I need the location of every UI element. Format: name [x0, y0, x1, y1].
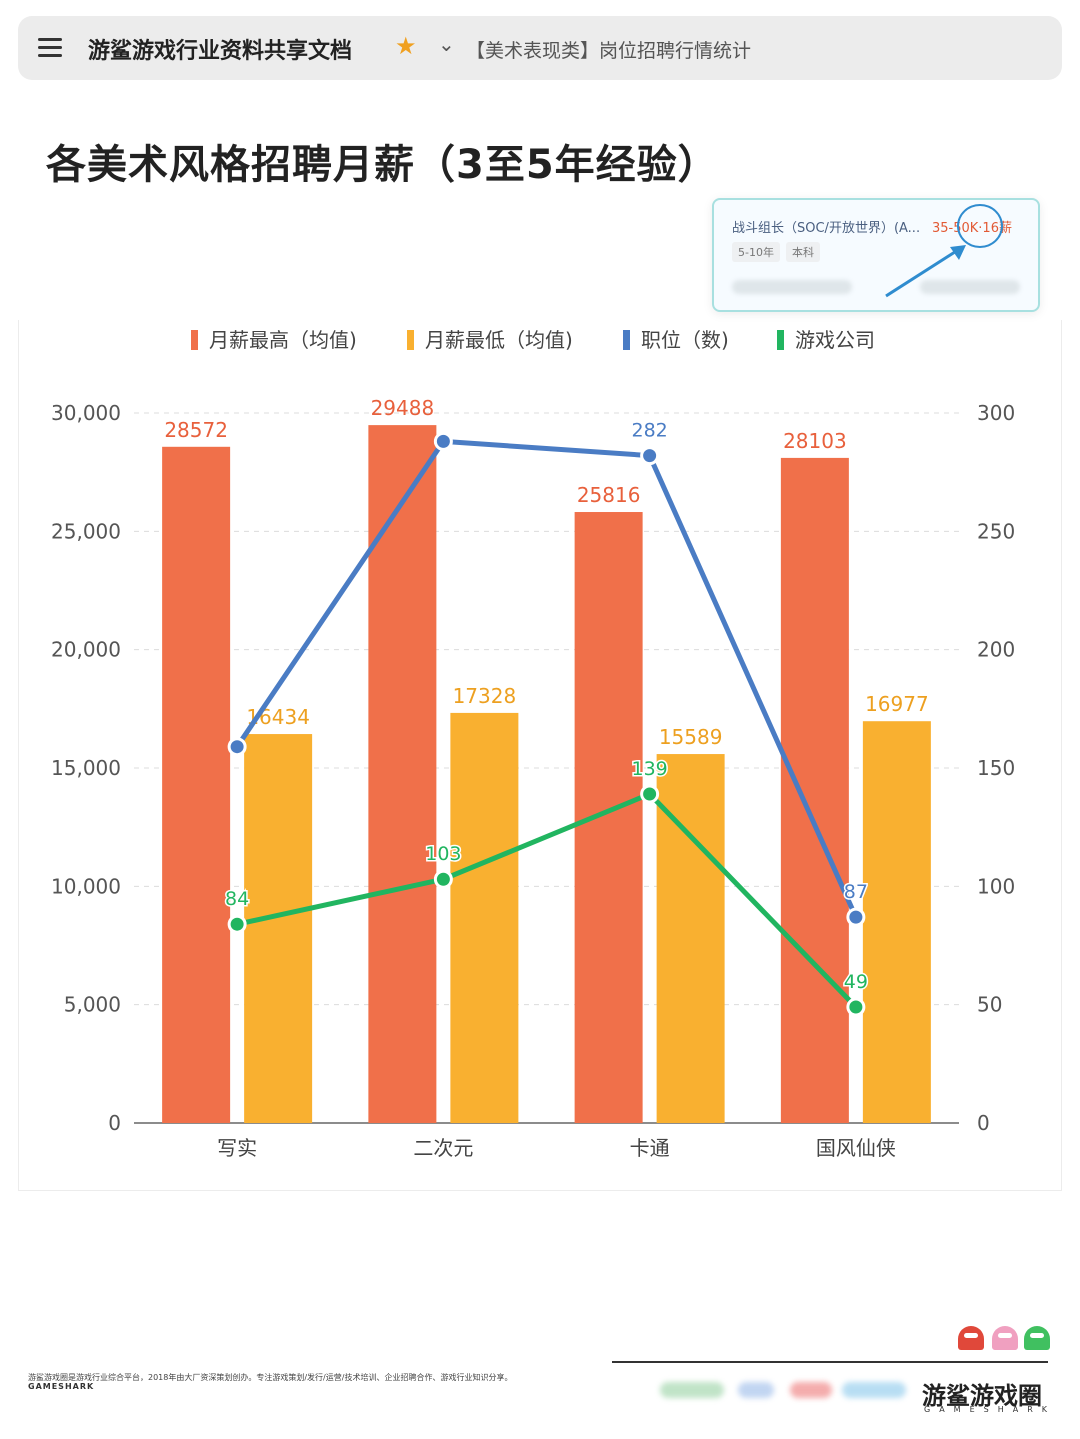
- series-line: [236, 791, 858, 1009]
- legend-swatch: [623, 330, 630, 350]
- legend-label: 月薪最低（均值): [425, 328, 573, 352]
- legend-label: 职位（数): [641, 328, 729, 352]
- legend-label: 月薪最高（均值): [209, 328, 357, 352]
- left-axis-tick-label: 10,000: [51, 874, 121, 898]
- bar: [244, 734, 313, 1123]
- job-tag-experience: 5-10年: [732, 242, 780, 262]
- blurred-text: [732, 280, 852, 294]
- bar-value-label: 29488: [371, 396, 435, 420]
- legend-swatch: [407, 330, 414, 350]
- bar-value-label: 28572: [164, 418, 228, 442]
- bar: [450, 712, 519, 1123]
- star-icon[interactable]: ★: [395, 32, 417, 60]
- right-axis-tick-label: 150: [977, 756, 1015, 780]
- bar: [780, 457, 849, 1124]
- category-label: 卡通: [630, 1136, 670, 1160]
- bar: [574, 512, 643, 1123]
- blurred-text: [920, 280, 1020, 294]
- footer-description: 游鲨游戏圈是游戏行业综合平台，2018年由大厂资深策划创办。专注游戏策划/发行/…: [28, 1373, 513, 1382]
- left-axis-tick-label: 25,000: [51, 519, 121, 543]
- line-point: [227, 914, 247, 934]
- brand-name: 游鲨游戏圈: [922, 1382, 1042, 1410]
- red-ghost-icon: [958, 1326, 984, 1350]
- left-axis-tick-label: 5,000: [64, 993, 121, 1017]
- right-axis-tick-label: 0: [977, 1111, 990, 1135]
- top-bar: 游鲨游戏行业资料共享文档 ★ ⌄ 【美术表现类】岗位招聘行情统计: [18, 16, 1062, 80]
- left-axis-tick-label: 15,000: [51, 756, 121, 780]
- bar: [862, 721, 931, 1123]
- bar-value-label: 28103: [783, 429, 847, 453]
- line-value-label: 84: [225, 888, 249, 910]
- page-title: 各美术风格招聘月薪（3至5年经验）: [46, 142, 719, 188]
- category-label: 二次元: [413, 1136, 473, 1160]
- category-label: 国风仙侠: [816, 1136, 896, 1160]
- bar-value-label: 16977: [865, 692, 929, 716]
- right-axis-tick-label: 250: [977, 519, 1015, 543]
- left-axis-tick-label: 30,000: [51, 401, 121, 425]
- line-point: [433, 869, 453, 889]
- doc-title: 游鲨游戏行业资料共享文档: [88, 39, 353, 64]
- line-value-label: 49: [844, 971, 868, 993]
- line-value-label: 282: [631, 420, 667, 442]
- line-point: [227, 737, 247, 757]
- line-point: [433, 431, 453, 451]
- bar-value-label: 17328: [453, 684, 517, 708]
- line-point: [640, 784, 660, 804]
- pink-ghost-icon: [992, 1326, 1018, 1350]
- line-point: [640, 446, 660, 466]
- job-name: 战斗组长（SOC/开放世界）(A...: [732, 221, 921, 236]
- menu-icon[interactable]: [38, 38, 62, 58]
- line-point: [846, 907, 866, 927]
- highlight-circle: [957, 204, 1003, 248]
- right-axis-tick-label: 100: [977, 874, 1015, 898]
- green-ghost-icon: [1024, 1326, 1050, 1350]
- partner-logo: [842, 1382, 906, 1398]
- series-line: [235, 438, 859, 919]
- line-value-label: 87: [844, 881, 868, 903]
- legend-swatch: [777, 330, 784, 350]
- footer-small-brand: GAMESHARK: [28, 1382, 95, 1391]
- partner-logo: [738, 1382, 774, 1398]
- job-tag-degree: 本科: [786, 242, 820, 262]
- partner-logo: [790, 1382, 832, 1398]
- footer-divider: [612, 1361, 1048, 1363]
- bar-value-label: 15589: [659, 725, 723, 749]
- partner-logo: [660, 1382, 724, 1398]
- line-point: [846, 997, 866, 1017]
- bar-value-label: 25816: [577, 483, 641, 507]
- job-card-screenshot: 战斗组长（SOC/开放世界）(A... 35-50K·16薪 5-10年 本科: [712, 198, 1040, 312]
- left-axis-tick-label: 0: [108, 1111, 121, 1135]
- bar: [162, 446, 231, 1123]
- legend-label: 游戏公司: [795, 328, 875, 352]
- line-value-label: 139: [631, 758, 667, 780]
- combo-chart: 0 5,000 10,000 15,000 20,000 25,000 30,000 0 50 1…: [51, 328, 1015, 1160]
- bar: [368, 425, 437, 1124]
- left-axis-tick-label: 20,000: [51, 638, 121, 662]
- right-axis-tick-label: 50: [977, 993, 1002, 1017]
- right-axis-tick-label: 300: [977, 401, 1015, 425]
- legend-swatch: [191, 330, 198, 350]
- chevron-down-icon[interactable]: ⌄: [438, 32, 455, 56]
- right-axis-tick-label: 200: [977, 638, 1015, 662]
- brand-sub: GAMESHARK: [924, 1405, 1056, 1414]
- category-label: 写实: [217, 1136, 257, 1160]
- line-value-label: 103: [425, 843, 461, 865]
- arrow-icon: [885, 245, 966, 298]
- chart-frame: 0 5,000 10,000 15,000 20,000 25,000 30,000 0 50 1…: [18, 320, 1062, 1191]
- sheet-tab[interactable]: 【美术表现类】岗位招聘行情统计: [466, 40, 752, 62]
